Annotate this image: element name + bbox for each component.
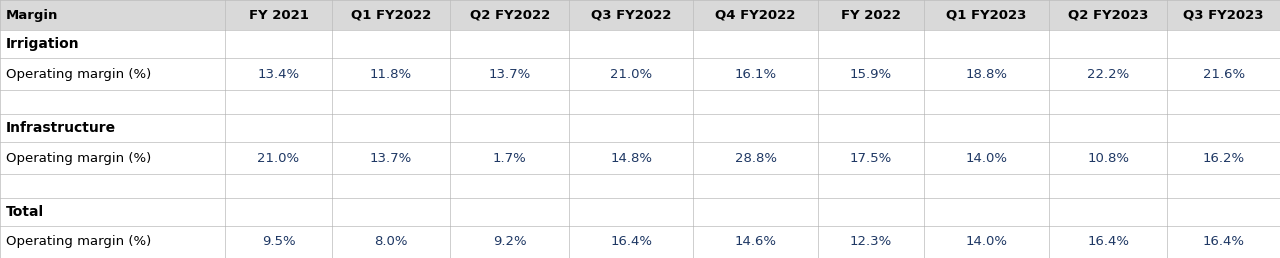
Text: 10.8%: 10.8% — [1087, 151, 1129, 165]
Text: Operating margin (%): Operating margin (%) — [6, 235, 151, 248]
Bar — [924, 0, 1048, 30]
Bar — [332, 0, 451, 30]
Bar — [225, 0, 332, 30]
Text: 16.1%: 16.1% — [735, 68, 777, 81]
Text: 14.6%: 14.6% — [735, 235, 777, 248]
Text: Operating margin (%): Operating margin (%) — [6, 68, 151, 81]
Text: 21.0%: 21.0% — [611, 68, 653, 81]
Bar — [1048, 0, 1167, 30]
Bar — [818, 0, 924, 30]
Bar — [0, 0, 225, 30]
Text: FY 2022: FY 2022 — [841, 9, 901, 22]
Text: 11.8%: 11.8% — [370, 68, 412, 81]
Text: Q2 FY2022: Q2 FY2022 — [470, 9, 549, 22]
Text: Q3 FY2022: Q3 FY2022 — [591, 9, 671, 22]
Text: 21.6%: 21.6% — [1203, 68, 1244, 81]
Text: 21.0%: 21.0% — [257, 151, 300, 165]
Text: 1.7%: 1.7% — [493, 151, 526, 165]
Text: 13.4%: 13.4% — [257, 68, 300, 81]
Text: Total: Total — [6, 205, 44, 219]
Text: 14.8%: 14.8% — [611, 151, 652, 165]
Text: Q2 FY2023: Q2 FY2023 — [1068, 9, 1148, 22]
Bar — [1167, 0, 1280, 30]
Text: Margin: Margin — [6, 9, 59, 22]
Text: 22.2%: 22.2% — [1087, 68, 1129, 81]
Text: Q1 FY2022: Q1 FY2022 — [351, 9, 431, 22]
Text: Infrastructure: Infrastructure — [6, 121, 116, 135]
Text: 17.5%: 17.5% — [850, 151, 892, 165]
Text: 16.4%: 16.4% — [1203, 235, 1244, 248]
Text: Q4 FY2022: Q4 FY2022 — [716, 9, 796, 22]
Text: 18.8%: 18.8% — [965, 68, 1007, 81]
Text: 12.3%: 12.3% — [850, 235, 892, 248]
Bar — [694, 0, 818, 30]
Text: Q1 FY2023: Q1 FY2023 — [946, 9, 1027, 22]
Text: 15.9%: 15.9% — [850, 68, 892, 81]
Text: 14.0%: 14.0% — [965, 235, 1007, 248]
Text: 9.5%: 9.5% — [261, 235, 296, 248]
Text: Irrigation: Irrigation — [6, 37, 79, 51]
Text: 13.7%: 13.7% — [370, 151, 412, 165]
Bar — [451, 0, 568, 30]
Text: FY 2021: FY 2021 — [248, 9, 308, 22]
Text: Q3 FY2023: Q3 FY2023 — [1184, 9, 1263, 22]
Text: 16.4%: 16.4% — [1087, 235, 1129, 248]
Text: 28.8%: 28.8% — [735, 151, 777, 165]
Bar — [568, 0, 694, 30]
Text: 8.0%: 8.0% — [374, 235, 408, 248]
Text: 16.4%: 16.4% — [611, 235, 652, 248]
Text: 14.0%: 14.0% — [965, 151, 1007, 165]
Text: Operating margin (%): Operating margin (%) — [6, 151, 151, 165]
Text: 16.2%: 16.2% — [1203, 151, 1244, 165]
Text: 13.7%: 13.7% — [489, 68, 531, 81]
Text: 9.2%: 9.2% — [493, 235, 526, 248]
